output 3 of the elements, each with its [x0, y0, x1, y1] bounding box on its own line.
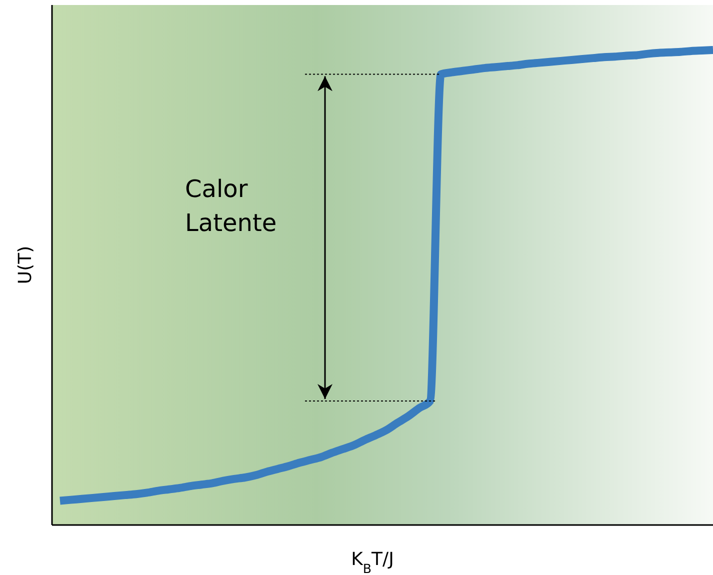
- annotation: Calor Latente: [185, 175, 277, 237]
- y-axis-title: U(T): [15, 246, 36, 284]
- x-axis-title: K$_{B}$T/J: [351, 549, 394, 575]
